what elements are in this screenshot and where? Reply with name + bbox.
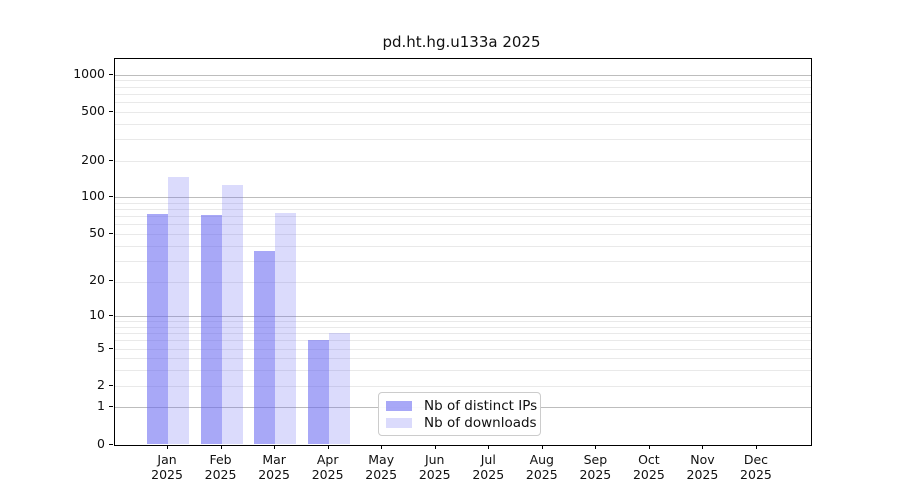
y-tick-label-1000: 1000	[73, 65, 105, 81]
minor-gridline-80	[114, 209, 811, 211]
minor-gridline-6	[114, 340, 811, 342]
bar-nb-of-downloads-jan	[168, 176, 190, 445]
minor-gridline-20	[114, 281, 811, 283]
y-tick-mark-2	[109, 384, 113, 386]
legend-swatch-downloads	[386, 418, 412, 428]
x-tick-label-sep: Sep 2025	[579, 451, 612, 482]
y-tick-label-50: 50	[89, 224, 105, 240]
minor-gridline-8	[114, 326, 811, 328]
y-tick-mark-50	[109, 232, 113, 234]
x-tick-mark-mar	[274, 445, 276, 449]
x-tick-mark-dec	[755, 445, 757, 449]
minor-gridline-7	[114, 333, 811, 335]
x-tick-mark-aug	[541, 445, 543, 449]
minor-gridline-60	[114, 224, 811, 226]
y-tick-mark-1000	[109, 73, 113, 75]
x-tick-label-jan: Jan 2025	[151, 451, 183, 482]
x-tick-label-aug: Aug 2025	[525, 451, 558, 482]
minor-gridline-50	[114, 234, 811, 235]
y-tick-mark-5	[109, 347, 113, 349]
x-tick-mark-oct	[648, 445, 650, 449]
y-tick-mark-10	[109, 315, 113, 317]
minor-gridline-30	[114, 260, 811, 262]
y-tick-label-20: 20	[89, 272, 105, 288]
y-tick-label-500: 500	[81, 102, 105, 118]
x-tick-mark-jun	[434, 445, 436, 449]
y-tick-label-100: 100	[81, 188, 105, 204]
y-tick-mark-20	[109, 280, 113, 282]
x-tick-label-jun: Jun 2025	[418, 451, 451, 482]
minor-gridline-700	[114, 93, 811, 95]
major-gridline-100	[114, 197, 811, 199]
y-tick-label-5: 5	[97, 339, 105, 355]
minor-gridline-400	[114, 123, 811, 125]
bar-nb-of-distinct-ips-feb	[200, 215, 222, 445]
chart-title: pd.ht.hg.u133a 2025	[382, 33, 541, 51]
minor-gridline-3	[114, 370, 811, 372]
y-tick-mark-500	[109, 110, 113, 112]
x-tick-label-may: May 2025	[365, 451, 398, 482]
y-tick-label-200: 200	[81, 151, 105, 167]
minor-gridline-500	[114, 111, 811, 113]
y-tick-mark-0	[109, 443, 113, 445]
minor-gridline-900	[114, 80, 811, 82]
bar-nb-of-downloads-mar	[275, 213, 297, 445]
bar-nb-of-distinct-ips-jan	[147, 214, 169, 445]
x-tick-label-apr: Apr 2025	[311, 451, 344, 482]
x-tick-mark-jul	[488, 445, 490, 449]
y-tick-label-0: 0	[97, 435, 105, 451]
bar-nb-of-distinct-ips-mar	[254, 251, 276, 445]
y-tick-label-10: 10	[89, 307, 105, 323]
x-tick-mark-may	[381, 445, 383, 449]
bar-nb-of-downloads-apr	[328, 333, 350, 445]
legend-label-distinct-ips: Nb of distinct IPs	[424, 398, 538, 414]
minor-gridline-2	[114, 385, 811, 387]
bar-nb-of-distinct-ips-apr	[307, 340, 329, 445]
minor-gridline-9	[114, 321, 811, 323]
x-tick-label-mar: Mar 2025	[258, 451, 291, 482]
minor-gridline-90	[114, 203, 811, 204]
minor-gridline-200	[114, 160, 811, 162]
y-tick-label-1: 1	[97, 398, 105, 414]
y-tick-mark-200	[109, 159, 113, 161]
minor-gridline-300	[114, 138, 811, 140]
x-tick-mark-feb	[220, 445, 222, 449]
legend-label-downloads: Nb of downloads	[424, 415, 537, 431]
legend-item-distinct-ips: Nb of distinct IPs	[386, 398, 537, 414]
x-tick-label-jul: Jul 2025	[472, 451, 505, 482]
legend-item-downloads: Nb of downloads	[386, 415, 537, 431]
y-tick-label-2: 2	[97, 376, 105, 392]
x-tick-label-dec: Dec 2025	[740, 451, 772, 482]
major-gridline-1000	[114, 74, 811, 76]
plot-area	[113, 58, 812, 446]
legend-swatch-distinct-ips	[386, 401, 412, 411]
minor-gridline-70	[114, 216, 811, 218]
legend: Nb of distinct IPs Nb of downloads	[378, 392, 541, 436]
minor-gridline-5	[114, 348, 811, 350]
y-tick-mark-1	[109, 406, 113, 408]
minor-gridline-40	[114, 245, 811, 247]
minor-gridline-600	[114, 101, 811, 103]
x-tick-mark-nov	[702, 445, 704, 449]
x-tick-mark-jan	[167, 445, 169, 449]
x-tick-mark-apr	[327, 445, 329, 449]
x-tick-label-nov: Nov 2025	[686, 451, 719, 482]
minor-gridline-4	[114, 358, 811, 360]
minor-gridline-800	[114, 86, 811, 88]
bar-nb-of-downloads-feb	[221, 184, 243, 445]
x-tick-mark-sep	[595, 445, 597, 449]
major-gridline-10	[114, 316, 811, 318]
x-tick-label-feb: Feb 2025	[204, 451, 237, 482]
x-tick-label-oct: Oct 2025	[632, 451, 665, 482]
y-tick-mark-100	[109, 196, 113, 198]
